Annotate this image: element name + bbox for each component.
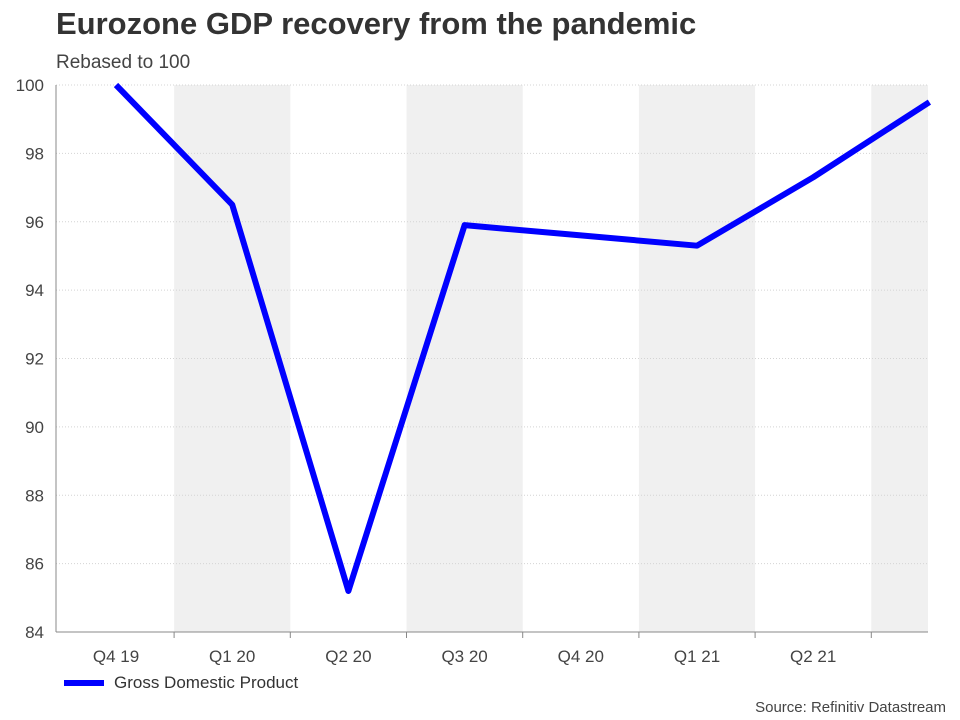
x-tick-label: Q3 20 [441, 647, 487, 666]
legend-label: Gross Domestic Product [114, 673, 299, 692]
y-tick-label: 88 [25, 486, 44, 505]
x-tick-label: Q1 20 [209, 647, 255, 666]
source-note: Source: Refinitiv Datastream [755, 699, 946, 716]
x-tick-label: Q2 21 [790, 647, 836, 666]
x-tick-label: Q4 20 [558, 647, 604, 666]
y-tick-label: 100 [16, 76, 44, 95]
chart-title: Eurozone GDP recovery from the pandemic [56, 6, 697, 41]
chart-subtitle: Rebased to 100 [56, 52, 191, 73]
y-tick-label: 92 [25, 350, 44, 369]
y-tick-label: 84 [25, 623, 44, 642]
x-tick-label: Q1 21 [674, 647, 720, 666]
x-tick-label: Q2 20 [325, 647, 371, 666]
legend-swatch [64, 680, 104, 686]
x-tick-label: Q4 19 [93, 647, 139, 666]
y-tick-label: 90 [25, 418, 44, 437]
y-tick-label: 94 [25, 281, 44, 300]
y-tick-label: 96 [25, 213, 44, 232]
y-tick-label: 98 [25, 144, 44, 163]
legend: Gross Domestic Product [64, 672, 298, 694]
series-line [113, 82, 932, 594]
y-tick-label: 86 [25, 555, 44, 574]
shaded-band [638, 85, 756, 632]
shaded-band [174, 85, 291, 632]
